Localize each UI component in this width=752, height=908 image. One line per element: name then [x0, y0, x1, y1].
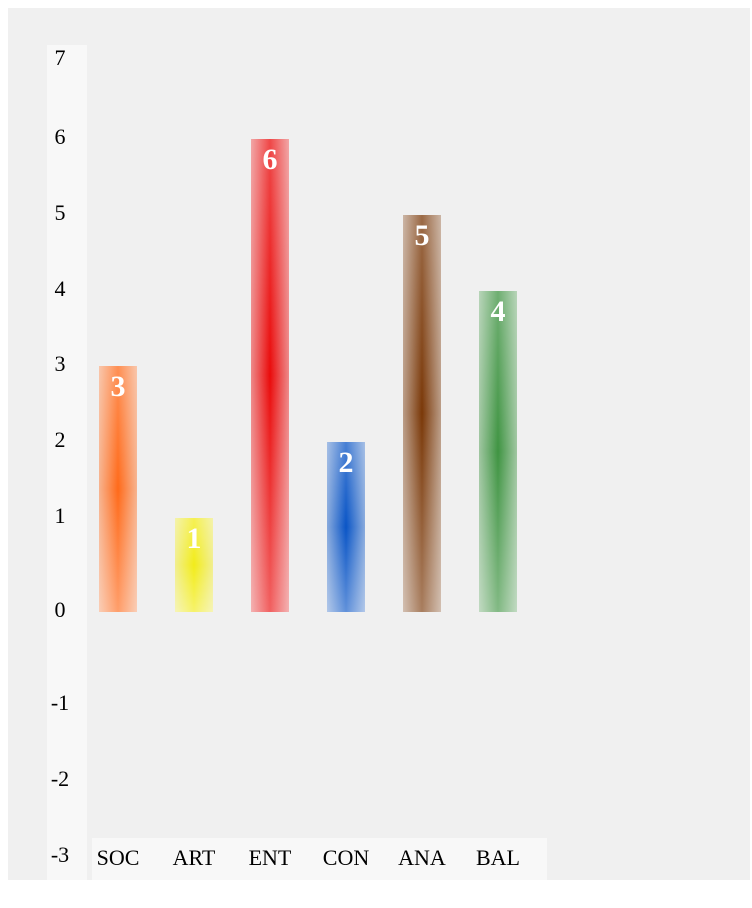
data-label-ana: 5 [415, 219, 430, 252]
data-label-art: 1 [187, 522, 202, 555]
y-axis: 7 6 5 4 3 2 1 0 -1 -2 -3 [51, 45, 69, 867]
y-tick-label: 4 [55, 276, 66, 301]
bar-chart: 7 6 5 4 3 2 1 0 -1 -2 -3 3 1 6 2 5 4 SOC ART ENT CON ANA BAL [47, 45, 547, 880]
x-tick-label-soc: SOC [97, 845, 140, 870]
y-tick-label: -2 [51, 766, 69, 791]
x-axis: SOC ART ENT CON ANA BAL [97, 845, 520, 870]
y-tick-label: 3 [55, 351, 66, 376]
x-axis-strip [92, 838, 547, 880]
y-tick-label: -3 [51, 842, 69, 867]
y-tick-label: 7 [55, 45, 66, 70]
chart-background: 7 6 5 4 3 2 1 0 -1 -2 -3 3 1 6 2 5 4 SOC ART ENT CON ANA BAL [8, 8, 750, 880]
data-label-ent: 6 [263, 143, 278, 176]
data-label-soc: 3 [111, 370, 126, 403]
data-label-con: 2 [339, 446, 354, 479]
bar-ent [251, 139, 289, 612]
x-tick-label-con: CON [323, 845, 370, 870]
x-tick-label-ana: ANA [398, 845, 446, 870]
y-tick-label: 6 [55, 124, 66, 149]
y-tick-label: -1 [51, 690, 69, 715]
x-tick-label-ent: ENT [249, 845, 292, 870]
y-tick-label: 2 [55, 427, 66, 452]
x-tick-label-bal: BAL [476, 845, 520, 870]
bars: 3 1 6 2 5 4 [99, 139, 517, 612]
bar-ana [403, 215, 441, 612]
y-tick-label: 1 [55, 503, 66, 528]
x-tick-label-art: ART [173, 845, 216, 870]
bar-bal [479, 291, 517, 612]
data-label-bal: 4 [491, 295, 506, 328]
y-tick-label: 0 [55, 597, 66, 622]
y-tick-label: 5 [55, 200, 66, 225]
y-axis-strip [47, 45, 87, 880]
